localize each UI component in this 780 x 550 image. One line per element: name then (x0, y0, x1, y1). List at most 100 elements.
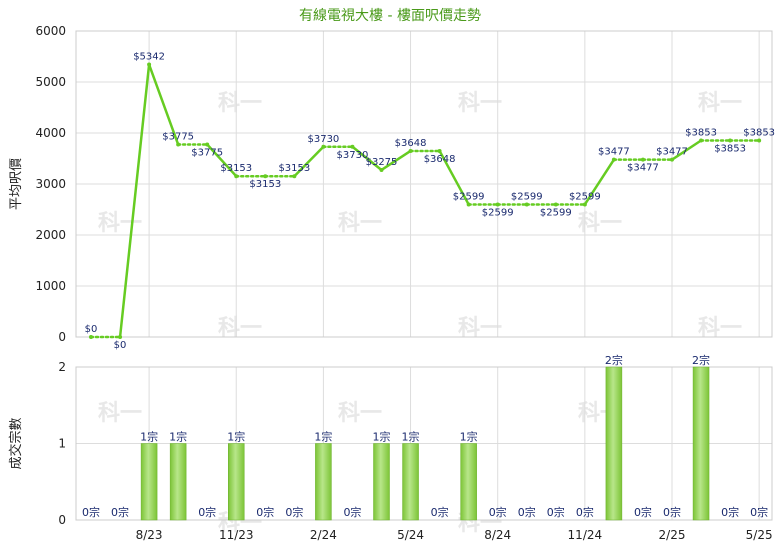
bar (169, 443, 187, 521)
line-point (205, 142, 210, 147)
bar (373, 443, 390, 521)
bar-data-label: 1宗 (169, 430, 187, 444)
line-ytick-label: 2000 (35, 228, 66, 242)
line-point (437, 148, 442, 153)
line-point (582, 202, 587, 207)
bar-data-label: 1宗 (227, 430, 245, 444)
line-point (466, 202, 471, 207)
line-point (728, 138, 733, 143)
line-ytick-label: 4000 (35, 126, 66, 140)
bar-data-label: 0宗 (256, 505, 274, 519)
line-ytick-label: 3000 (35, 177, 66, 191)
line-data-label: $3153 (249, 179, 281, 190)
line-data-label: $3477 (598, 147, 630, 158)
line-data-label: $3153 (220, 163, 252, 174)
bar-data-label: 0宗 (721, 505, 739, 519)
bar-data-label: 0宗 (431, 505, 449, 519)
line-segment (118, 63, 151, 339)
bar (605, 366, 623, 521)
bar-xtick-label: 8/24 (484, 528, 511, 542)
bar-xtick-label: 11/24 (568, 528, 603, 542)
line-data-label: $3153 (278, 163, 310, 174)
bar-data-label: 0宗 (547, 505, 565, 519)
bar-data-label: 0宗 (489, 505, 507, 519)
line-point (321, 144, 326, 149)
bar-ytick-label: 0 (58, 513, 66, 527)
line-point (670, 157, 674, 162)
line-segment (438, 149, 470, 206)
bar-data-label: 1宗 (314, 430, 332, 444)
line-point (408, 148, 413, 153)
bar-data-label: 0宗 (198, 505, 216, 519)
line-data-label: $3853 (743, 127, 775, 138)
line-point (553, 202, 558, 207)
line-point (89, 335, 93, 339)
line-point (118, 335, 123, 339)
watermark-text: 科一 (98, 211, 142, 236)
line-segment (205, 143, 238, 178)
line-data-label: $3730 (337, 150, 369, 161)
bar-ylabel: 成交宗數 (8, 417, 24, 469)
line-segment (670, 139, 703, 161)
bar-data-label: 1宗 (402, 430, 420, 444)
line-point (524, 202, 529, 207)
bar-data-label: 0宗 (663, 505, 681, 519)
bar-xtick-label: 5/24 (397, 528, 424, 542)
line-data-label: $2599 (540, 207, 572, 218)
line-data-label: $2599 (453, 191, 485, 202)
line-point (292, 174, 297, 179)
line-point (757, 138, 762, 143)
bar-xtick-label: 11/23 (219, 528, 254, 542)
line-segment (147, 63, 180, 146)
line-point (176, 142, 181, 147)
bar-data-label: 0宗 (750, 505, 768, 519)
line-data-label: $0 (114, 340, 127, 351)
bar-data-label: 1宗 (140, 430, 158, 444)
line-data-label: $0 (85, 324, 98, 335)
chart-title: 有線電視大樓 - 樓面呎價走勢 (299, 7, 481, 24)
bar (140, 443, 158, 521)
line-data-label: $3853 (714, 143, 746, 154)
line-ytick-label: 1000 (35, 279, 66, 293)
watermark-text: 科一 (218, 91, 262, 116)
bar-data-label: 0宗 (576, 505, 594, 519)
line-point (350, 144, 355, 149)
bar (692, 366, 710, 521)
bar-ytick-label: 2 (58, 360, 66, 374)
line-ytick-label: 6000 (35, 24, 66, 38)
line-data-label: $3648 (424, 154, 456, 165)
line-ylabel: 平均呎價 (9, 158, 24, 210)
bar-data-label: 0宗 (111, 505, 129, 519)
line-data-label: $3648 (395, 138, 427, 149)
line-data-label: $5342 (133, 52, 165, 63)
line-ytick-label: 5000 (35, 75, 66, 89)
bar-xtick-label: 2/25 (659, 528, 686, 542)
bar-data-label: 0宗 (343, 505, 361, 519)
bar-plot-border (75, 366, 773, 521)
line-data-label: $2599 (482, 207, 514, 218)
line-segment (293, 145, 325, 178)
line-point (611, 157, 616, 162)
bar-data-label: 0宗 (82, 505, 100, 519)
line-point (147, 62, 152, 67)
bar-xtick-label: 5/25 (746, 528, 773, 542)
line-point (495, 202, 500, 207)
bar-data-label: 0宗 (518, 505, 536, 519)
line-point (640, 157, 645, 162)
line-segment (583, 158, 616, 206)
line-data-label: $3477 (627, 163, 659, 174)
bar-data-label: 1宗 (460, 430, 478, 444)
line-point (263, 174, 268, 179)
line-data-label: $3853 (685, 127, 717, 138)
watermark-text: 科一 (698, 91, 742, 116)
line-data-label: $2599 (511, 191, 543, 202)
line-point (699, 138, 704, 143)
line-plot-border (75, 30, 773, 338)
bar-data-label: 0宗 (634, 505, 652, 519)
line-data-label: $3730 (307, 134, 339, 145)
bar-xtick-label: 8/23 (136, 528, 163, 542)
bar-data-label: 2宗 (605, 353, 623, 367)
line-point (379, 167, 384, 172)
